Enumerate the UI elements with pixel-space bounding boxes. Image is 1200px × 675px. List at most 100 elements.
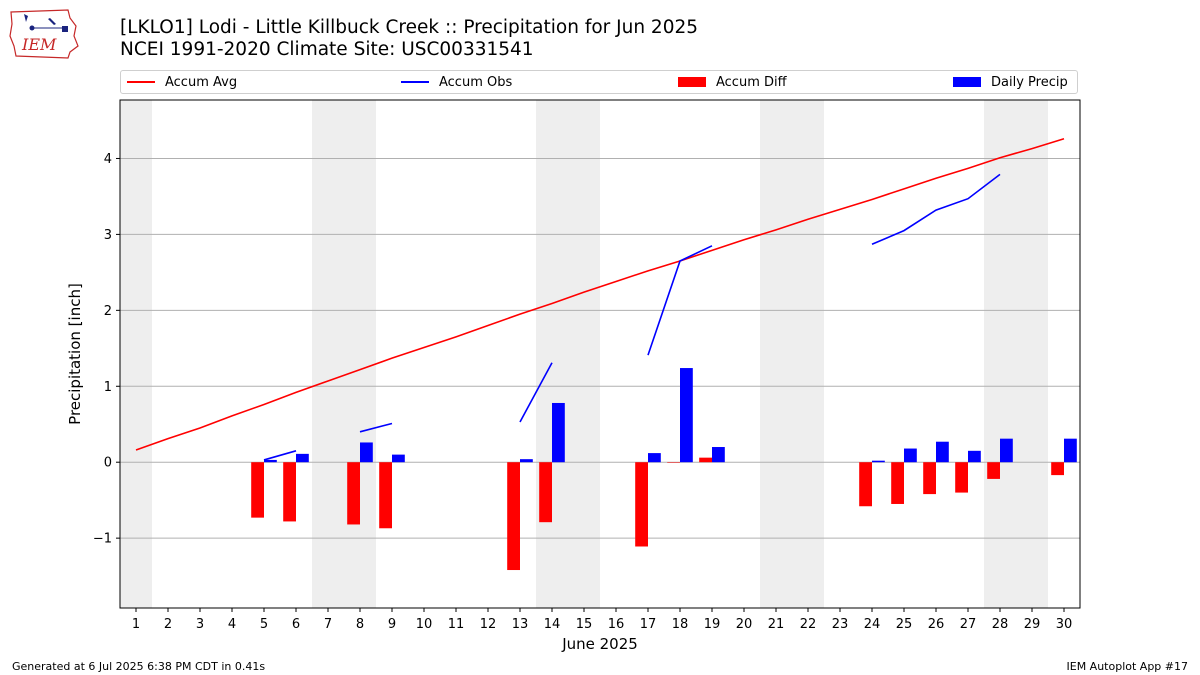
x-tick-label: 7	[324, 617, 332, 632]
x-tick-label: 9	[388, 617, 396, 632]
x-tick-label: 29	[1024, 617, 1041, 632]
y-tick-label: 3	[104, 228, 112, 243]
x-tick-label: 20	[736, 617, 753, 632]
legend-swatch-accum-diff	[678, 77, 706, 87]
legend-label-daily-precip: Daily Precip	[991, 74, 1068, 90]
accum-diff-bar-13	[507, 462, 520, 571]
legend-item-accum-diff: Accum Diff	[678, 74, 787, 90]
accum-diff-bar-18	[667, 462, 680, 463]
legend-item-daily-precip: Daily Precip	[953, 74, 1068, 90]
chart-title-line1: [LKLO1] Lodi - Little Killbuck Creek :: …	[120, 17, 699, 38]
daily-precip-bar-14	[552, 402, 565, 463]
legend-swatch-accum-obs	[401, 81, 429, 83]
y-tick-label: 1	[104, 380, 112, 395]
x-tick-label: 10	[416, 617, 433, 632]
accum-avg-line	[135, 137, 1065, 451]
legend-label-accum-diff: Accum Diff	[716, 74, 787, 90]
y-tick-label: 0	[104, 456, 112, 471]
accum-diff-bar-17	[635, 462, 648, 547]
x-tick-label: 22	[800, 617, 817, 632]
x-tick-label: 3	[196, 617, 204, 632]
x-tick-label: 8	[356, 617, 364, 632]
chart-title-line2: NCEI 1991-2020 Climate Site: USC00331541	[120, 39, 534, 60]
legend-label-accum-obs: Accum Obs	[439, 74, 513, 90]
daily-precip-bar-5	[264, 459, 277, 463]
weekend-shade-4	[760, 100, 824, 608]
accum-diff-bar-25	[891, 462, 904, 504]
accum-diff-bar-9	[379, 462, 392, 529]
weekend-shade-3	[536, 100, 600, 608]
accum-obs-line-segment-3	[519, 362, 553, 423]
x-tick-label: 14	[544, 617, 561, 632]
accum-diff-bar-30	[1051, 462, 1064, 476]
weekend-shade-1	[120, 100, 152, 608]
weekend-shade-2	[312, 100, 376, 608]
y-tick-label: 4	[104, 152, 112, 167]
x-tick-label: 30	[1056, 617, 1073, 632]
accum-obs-line-segment-2	[359, 422, 393, 433]
x-tick-label: 27	[960, 617, 977, 632]
y-axis-label: Precipitation [inch]	[66, 283, 84, 425]
accum-obs-line-segment-1	[263, 450, 297, 461]
daily-precip-bar-13	[520, 459, 533, 463]
daily-precip-bar-9	[392, 454, 405, 463]
accum-diff-bar-27	[955, 462, 968, 493]
weekend-shade-5	[984, 100, 1048, 608]
daily-precip-bar-8	[360, 442, 373, 463]
accum-diff-bar-24	[859, 462, 872, 507]
daily-precip-bar-28	[1000, 438, 1013, 463]
footer-generated-text: Generated at 6 Jul 2025 6:38 PM CDT in 0…	[12, 660, 266, 673]
x-axis-label: June 2025	[561, 635, 638, 653]
x-tick-label: 28	[992, 617, 1009, 632]
x-tick-label: 17	[640, 617, 657, 632]
iem-logo: IEM	[8, 6, 82, 60]
daily-precip-bar-6	[296, 453, 309, 463]
legend-item-accum-obs: Accum Obs	[401, 74, 512, 90]
accum-diff-bar-28	[987, 462, 1000, 479]
x-tick-label: 25	[896, 617, 913, 632]
plot-area-frame	[119, 99, 1081, 609]
y-tick-label: −1	[93, 532, 112, 547]
daily-precip-bar-17	[648, 453, 661, 463]
x-tick-label: 23	[832, 617, 849, 632]
x-tick-label: 18	[672, 617, 689, 632]
x-tick-label: 2	[164, 617, 172, 632]
legend-label-accum-avg: Accum Avg	[165, 74, 238, 90]
daily-precip-bar-30	[1064, 438, 1077, 463]
x-tick-label: 6	[292, 617, 300, 632]
x-tick-label: 1	[132, 617, 140, 632]
daily-precip-bar-25	[904, 448, 917, 463]
accum-diff-bar-19	[699, 457, 712, 463]
daily-precip-bar-18	[680, 368, 693, 463]
x-tick-label: 12	[480, 617, 497, 632]
x-tick-label: 4	[228, 617, 236, 632]
daily-precip-bar-19	[712, 447, 725, 463]
x-tick-label: 11	[448, 617, 465, 632]
chart-legend: Accum Avg Accum Obs Accum Diff Daily Pre…	[120, 70, 1078, 94]
accum-diff-bar-8	[347, 462, 360, 525]
accum-diff-bar-6	[283, 462, 296, 522]
x-tick-label: 24	[864, 617, 881, 632]
legend-item-accum-avg: Accum Avg	[127, 74, 237, 90]
x-tick-label: 19	[704, 617, 721, 632]
x-tick-label: 13	[512, 617, 529, 632]
daily-precip-bar-26	[936, 441, 949, 463]
accum-obs-line-segment-4	[647, 245, 713, 356]
legend-swatch-accum-avg	[127, 81, 155, 83]
accum-obs-line-segment-5	[871, 173, 1001, 246]
x-tick-label: 26	[928, 617, 945, 632]
legend-swatch-daily-precip	[953, 77, 981, 87]
footer-app-text: IEM Autoplot App #17	[1066, 660, 1189, 673]
x-tick-label: 21	[768, 617, 785, 632]
daily-precip-bar-24	[872, 460, 885, 463]
y-tick-label: 2	[104, 304, 112, 319]
svg-text:IEM: IEM	[21, 35, 57, 54]
daily-precip-bar-27	[968, 450, 981, 463]
accum-diff-bar-26	[923, 462, 936, 495]
x-tick-label: 5	[260, 617, 268, 632]
iowa-map-logo-icon: IEM	[9, 9, 79, 59]
x-tick-label: 15	[576, 617, 593, 632]
accum-diff-bar-5	[251, 462, 264, 518]
accum-diff-bar-14	[539, 462, 552, 523]
